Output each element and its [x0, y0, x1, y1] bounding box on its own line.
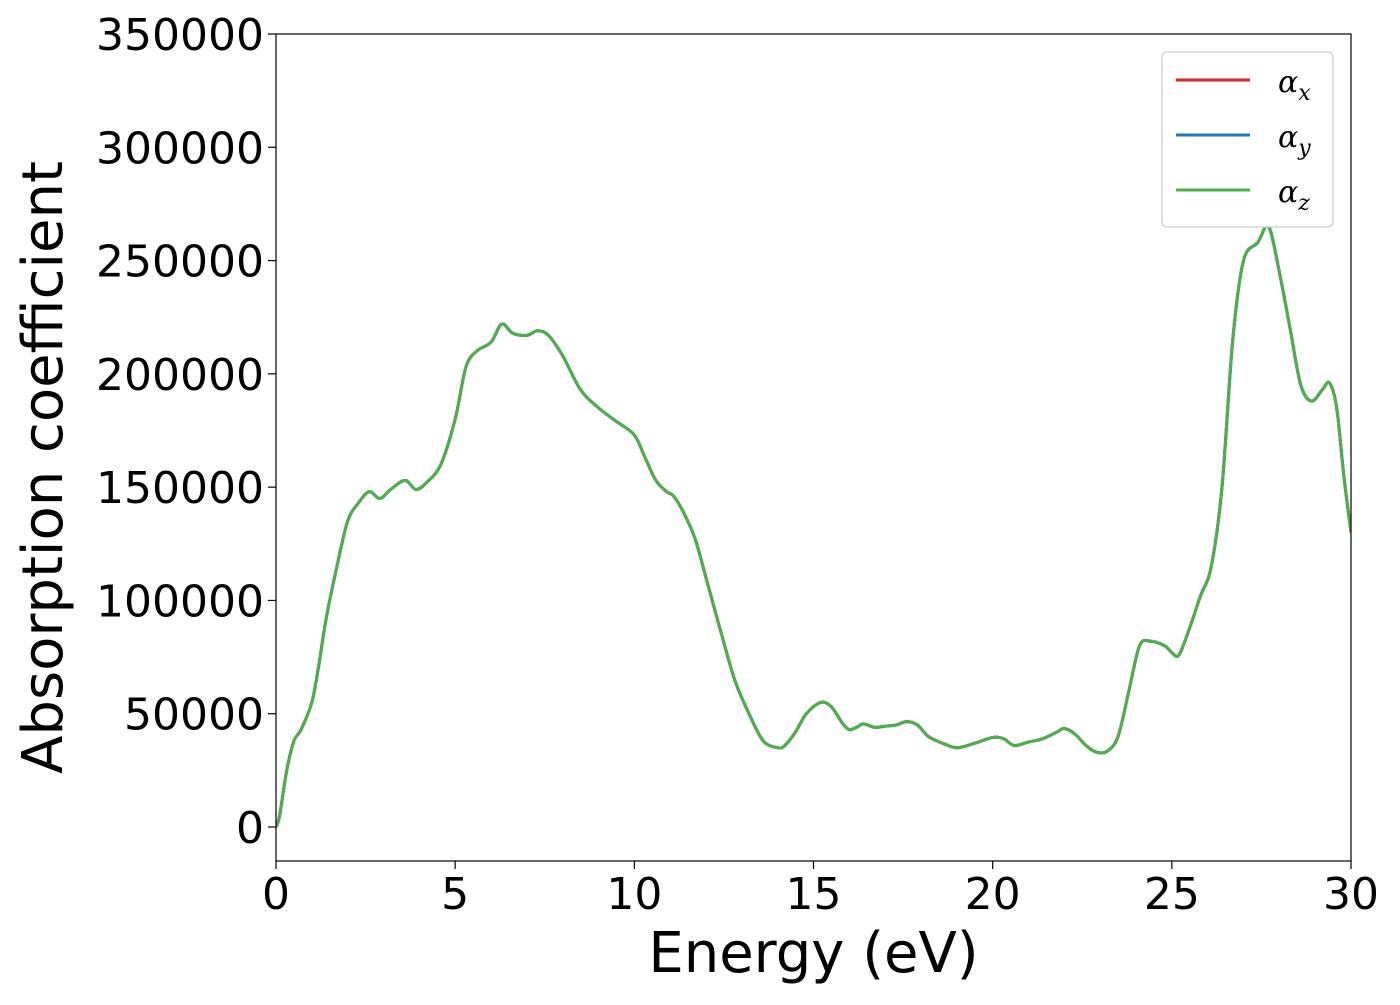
x-tick-label: 10: [606, 869, 662, 920]
y-tick-label: 100000: [96, 576, 264, 627]
plot-frame: [275, 33, 1352, 862]
legend-label-z: αz: [1278, 175, 1310, 216]
y-tick-label: 350000: [96, 10, 264, 61]
series-layer: [276, 224, 1351, 828]
legend-label-subscript: z: [1297, 191, 1310, 216]
legend-label-subscript: y: [1297, 136, 1311, 161]
y-axis-label: Absorption coefficient: [11, 161, 76, 774]
legend-label-subscript: x: [1298, 81, 1311, 106]
legend-label-y: αy: [1278, 120, 1311, 161]
legend-label-symbol: α: [1278, 120, 1298, 155]
y-tick-label: 0: [236, 803, 264, 854]
x-tick-label: 30: [1323, 869, 1379, 920]
y-axis-ticks: 0 50000 100000 150000 200000 250000 300000 3500…: [96, 10, 276, 854]
x-axis-label: Energy (eV): [648, 921, 978, 986]
x-tick-label: 15: [786, 869, 842, 920]
series-line-y: [276, 224, 1351, 828]
x-tick-label: 20: [965, 869, 1021, 920]
x-axis-ticks: 0 5 10 15 20 25 30: [262, 861, 1379, 920]
y-tick-label: 150000: [96, 463, 264, 514]
legend-label-symbol: α: [1278, 65, 1298, 100]
y-tick-label: 250000: [96, 237, 264, 288]
y-tick-label: 50000: [124, 690, 264, 741]
y-tick-label: 200000: [96, 350, 264, 401]
legend-box: [1161, 51, 1334, 228]
series-line-z: [276, 224, 1351, 828]
legend-label-x: αx: [1278, 65, 1311, 106]
x-tick-label: 5: [441, 869, 469, 920]
y-tick-label: 300000: [96, 123, 264, 174]
series-line-x: [276, 224, 1351, 828]
x-tick-label: 0: [262, 869, 290, 920]
legend-label-symbol: α: [1278, 175, 1298, 210]
x-tick-label: 25: [1144, 869, 1200, 920]
